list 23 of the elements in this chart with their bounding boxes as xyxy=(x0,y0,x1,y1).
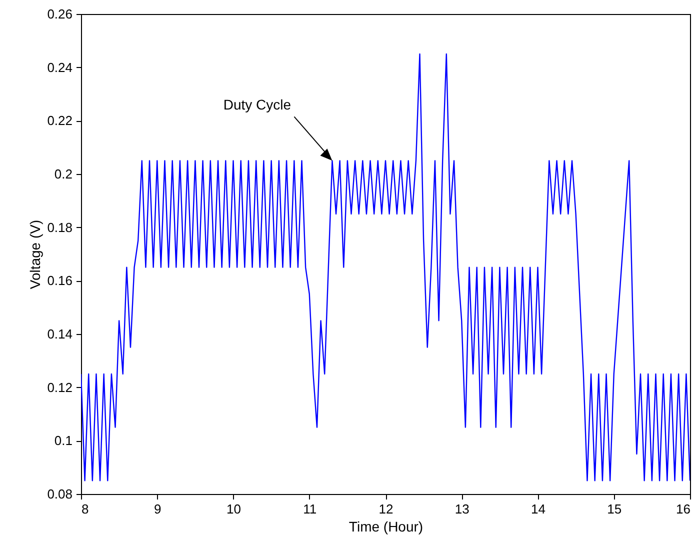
x-tick-label: 12 xyxy=(378,502,394,516)
y-tick-label: 0.22 xyxy=(47,113,72,128)
x-tick-label: 11 xyxy=(303,502,317,516)
y-tick-label: 0.26 xyxy=(47,6,72,22)
y-tick-label: 0.12 xyxy=(47,380,72,395)
x-tick-label: 9 xyxy=(154,502,162,516)
line-series xyxy=(81,53,690,482)
x-tick-label: 16 xyxy=(676,502,690,516)
x-tick-label: 13 xyxy=(454,502,470,516)
y-tick-label: 0.24 xyxy=(47,60,72,75)
x-tick-label: 14 xyxy=(531,502,546,516)
y-tick-label: 0.2 xyxy=(54,166,72,182)
y-tick-label: 0.08 xyxy=(47,486,72,502)
y-tick-label: 0.1 xyxy=(54,433,72,448)
y-axis-title: Voltage (V) xyxy=(27,220,44,290)
y-tick-label: 0.14 xyxy=(47,326,72,342)
x-axis-title: Time (Hour) xyxy=(348,518,424,534)
x-tick-label: 8 xyxy=(82,502,89,516)
y-tick-label: 0.16 xyxy=(47,273,72,288)
annotation: Duty Cycle xyxy=(223,96,292,113)
x-tick-label: 15 xyxy=(607,502,622,516)
y-tick-label: 0.18 xyxy=(47,220,72,235)
x-tick-label: 10 xyxy=(226,502,241,516)
